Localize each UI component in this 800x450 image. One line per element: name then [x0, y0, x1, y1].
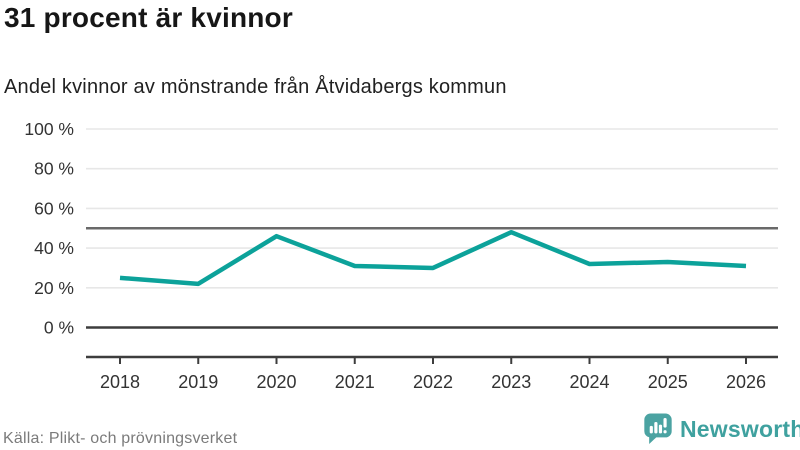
x-tick-label: 2023	[491, 372, 531, 392]
x-tick-label: 2024	[569, 372, 609, 392]
x-tick-label: 2018	[100, 372, 140, 392]
y-tick-label: 60 %	[34, 198, 74, 218]
source-label: Källa: Plikt- och prövningsverket	[3, 430, 238, 447]
newsworthy-logo: Newsworthy	[643, 412, 800, 446]
x-tick-label: 2019	[178, 372, 218, 392]
brand-name: Newsworthy	[680, 415, 800, 442]
logo-bar-1	[649, 425, 653, 434]
page-title: 31 procent är kvinnor	[4, 2, 293, 33]
data-line	[119, 229, 747, 287]
x-tick-label: 2026	[726, 372, 766, 392]
y-tick-label: 80 %	[34, 159, 74, 179]
bar-chart-speech-bubble-icon	[644, 413, 672, 444]
x-tick-label: 2025	[648, 372, 688, 392]
y-tick-label: 0 %	[44, 318, 74, 338]
y-tick-label: 40 %	[34, 238, 74, 258]
speech-bubble-shape	[644, 413, 672, 444]
logo-exclamation-dot	[663, 430, 667, 434]
x-tick-label: 2020	[256, 372, 296, 392]
logo-exclamation-line	[663, 417, 667, 428]
x-tick-label: 2022	[413, 372, 453, 392]
logo-bar-3	[658, 424, 663, 434]
logo-bar-2	[654, 421, 658, 434]
y-tick-label: 100 %	[24, 119, 74, 139]
y-tick-label: 20 %	[34, 278, 74, 298]
chart-subtitle: Andel kvinnor av mönstrande från Åtvidab…	[4, 76, 507, 98]
x-tick-label: 2021	[335, 372, 375, 392]
line-chart: 2018 2019 2020 2021 2022 2023 2024 2025 2026 0 % 2…	[24, 119, 778, 392]
